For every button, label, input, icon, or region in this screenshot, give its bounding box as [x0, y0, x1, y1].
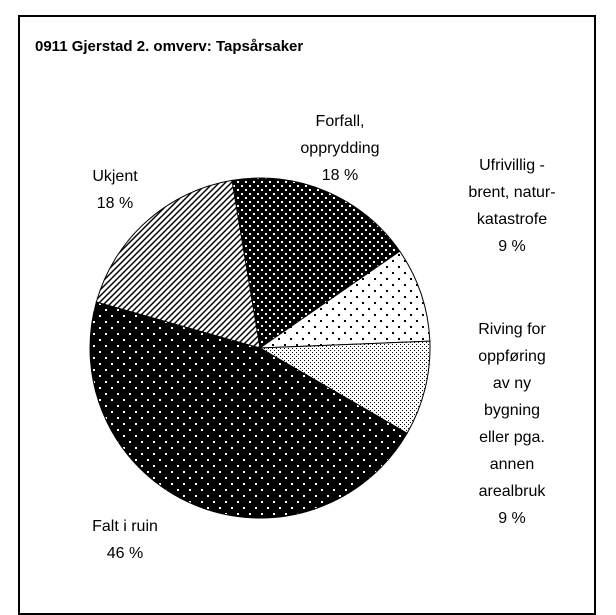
value-label: 9 % — [498, 510, 526, 527]
pie-slice — [231, 177, 401, 349]
pie-slice — [95, 179, 261, 349]
category-label: Falt i ruin — [92, 518, 158, 535]
value-label: 18 % — [96, 195, 134, 212]
slice-label: Forfall, opprydding 18 % — [280, 108, 400, 189]
category-label: Forfall, opprydding — [300, 113, 380, 157]
category-label: Ufrivillig - brent, natur-katastrofe — [468, 157, 556, 228]
category-label: Ukjent — [92, 168, 138, 185]
slice-label: Ukjent 18 % — [70, 163, 160, 217]
category-label: Riving for oppføring av ny bygning eller… — [478, 321, 546, 500]
value-label: 46 % — [106, 545, 144, 562]
pie-slice — [89, 301, 408, 519]
value-label: 18 % — [321, 167, 359, 184]
value-label: 9 % — [498, 238, 526, 255]
slice-label: Riving for oppføring av ny bygning eller… — [468, 316, 556, 532]
chart — [89, 177, 431, 519]
slice-label: Ufrivillig - brent, natur-katastrofe 9 % — [462, 152, 562, 260]
chart-title: 0911 Gjerstad 2. omverv: Tapsårsaker — [35, 38, 304, 55]
pie-slice — [258, 250, 431, 349]
page: 0911 Gjerstad 2. omverv: Tapsårsaker For… — [18, 15, 596, 615]
pie-slice — [258, 340, 431, 434]
slice-label: Falt i ruin 46 % — [70, 513, 180, 567]
